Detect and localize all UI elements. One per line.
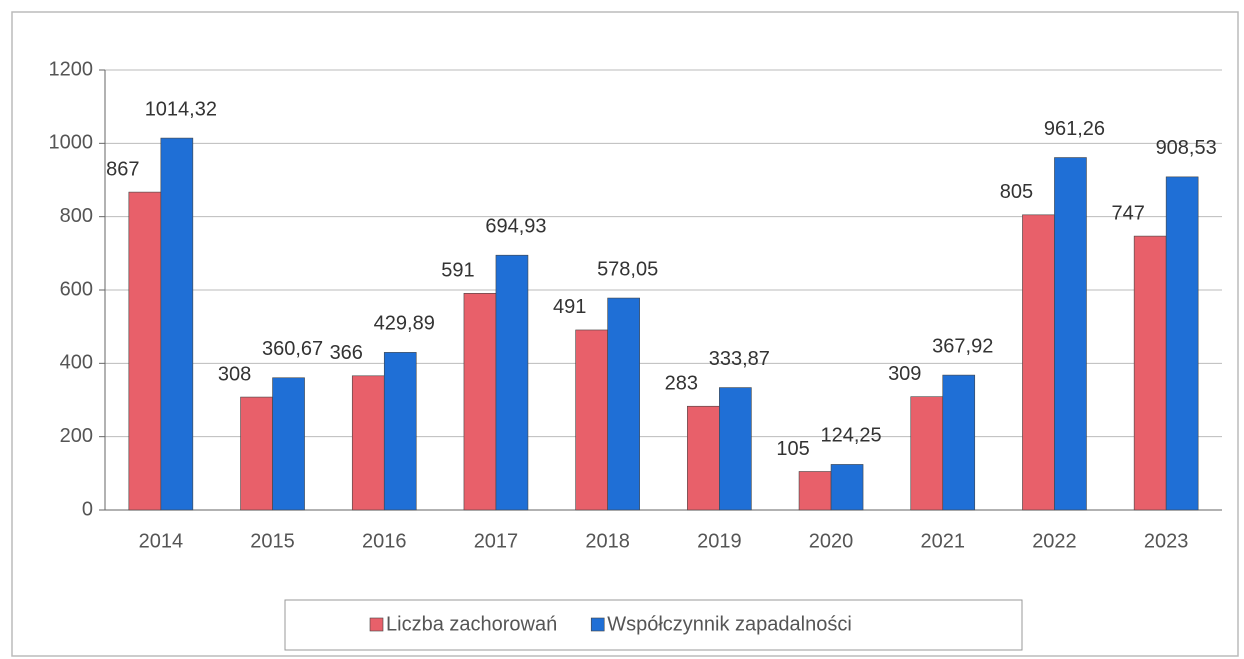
chart-frame <box>11 11 1239 657</box>
bar <box>160 137 194 511</box>
data-label: 309 <box>888 363 921 385</box>
data-label: 360,67 <box>262 338 323 360</box>
bar <box>463 292 497 511</box>
data-label: 105 <box>776 438 809 460</box>
data-label: 283 <box>665 373 698 395</box>
y-tick-label: 1200 <box>49 58 94 80</box>
y-tick-label: 1000 <box>49 132 94 154</box>
x-tick-label: 2016 <box>362 530 407 552</box>
y-tick-label: 200 <box>60 425 93 447</box>
x-tick-label: 2014 <box>139 530 184 552</box>
x-tick-label: 2022 <box>1032 530 1077 552</box>
data-label: 961,26 <box>1044 118 1105 140</box>
bar <box>942 374 976 511</box>
bar <box>719 387 752 511</box>
bar <box>1165 176 1199 511</box>
bar <box>1054 157 1087 511</box>
y-tick-label: 0 <box>82 498 93 520</box>
data-label: 491 <box>553 296 586 318</box>
data-label: 805 <box>1000 181 1033 203</box>
x-tick-label: 2018 <box>585 530 630 552</box>
data-label: 867 <box>106 158 139 180</box>
bar <box>687 405 720 511</box>
bar <box>910 396 944 511</box>
y-tick-label: 400 <box>60 352 93 374</box>
bar <box>272 377 305 511</box>
bar <box>798 471 832 511</box>
data-label: 367,92 <box>932 335 993 357</box>
legend-swatch <box>590 617 605 632</box>
x-tick-label: 2015 <box>250 530 295 552</box>
data-label: 429,89 <box>374 313 435 335</box>
bar <box>1022 214 1055 511</box>
bar <box>1133 235 1167 511</box>
bar <box>240 396 273 511</box>
data-label: 578,05 <box>597 258 658 280</box>
legend-swatch <box>369 617 384 632</box>
bar <box>495 254 529 511</box>
y-tick-label: 600 <box>60 278 93 300</box>
data-label: 333,87 <box>709 348 770 370</box>
y-tick-label: 800 <box>60 205 93 227</box>
data-label: 366 <box>330 342 363 364</box>
x-tick-label: 2017 <box>474 530 519 552</box>
data-label: 747 <box>1111 202 1144 224</box>
data-label: 124,25 <box>820 425 881 447</box>
legend-box <box>284 599 1023 651</box>
x-tick-label: 2021 <box>921 530 966 552</box>
data-label: 694,93 <box>485 215 546 237</box>
bar <box>575 329 608 511</box>
data-label: 908,53 <box>1156 137 1217 159</box>
x-tick-label: 2023 <box>1144 530 1189 552</box>
bar <box>830 464 864 511</box>
bar <box>607 297 640 511</box>
bar <box>383 352 417 511</box>
data-label: 308 <box>218 363 251 385</box>
legend-label: Liczba zachorowań <box>386 613 557 635</box>
data-label: 591 <box>441 260 474 282</box>
legend-label: Współczynnik zapadalności <box>607 613 852 635</box>
x-tick-label: 2020 <box>809 530 854 552</box>
bar <box>351 375 385 511</box>
bar <box>128 191 162 511</box>
x-tick-label: 2019 <box>697 530 742 552</box>
data-label: 1014,32 <box>145 98 217 120</box>
